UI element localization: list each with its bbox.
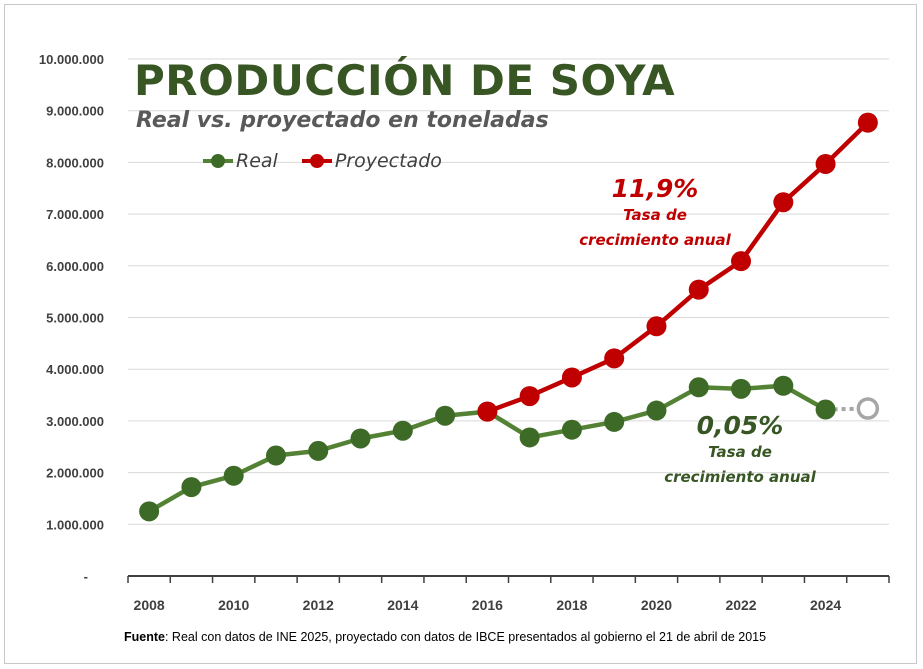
data-point-proyectado — [857, 112, 878, 133]
data-point-real — [265, 445, 286, 466]
annotation-real-label-1: Tasa de — [708, 443, 772, 461]
annotation-real-label-2: crecimiento anual — [664, 468, 816, 486]
series-line-proyectado — [486, 120, 870, 414]
data-point-proyectado — [646, 316, 667, 337]
chart-subtitle: Real vs. proyectado en toneladas — [136, 108, 549, 133]
data-point-real — [392, 420, 413, 441]
data-point-real — [604, 411, 625, 432]
data-point-proyectado — [519, 386, 540, 407]
legend-label-proyectado: Proyectado — [334, 150, 442, 172]
data-point-proyectado — [815, 153, 836, 174]
legend-label-real: Real — [236, 150, 278, 172]
data-point-proyectado — [773, 192, 794, 213]
x-tick-label: 2018 — [556, 597, 587, 613]
data-point-real — [646, 400, 667, 421]
extrapolated-point — [856, 397, 880, 420]
y-tick-label: 2.000.000 — [46, 466, 104, 481]
data-point-proyectado — [477, 401, 498, 422]
y-tick-label: 6.000.000 — [46, 259, 104, 274]
data-point-real — [731, 378, 752, 399]
data-point-proyectado — [688, 279, 709, 300]
annotation-projected-growth: 11,9% Tasa de crecimiento anual — [560, 174, 750, 253]
x-tick-label: 2022 — [725, 597, 756, 613]
legend-swatch-real — [203, 154, 233, 168]
y-tick-label: 3.000.000 — [46, 414, 104, 429]
data-point-real — [350, 428, 371, 449]
data-point-real — [223, 465, 244, 486]
x-tick-label: 2016 — [472, 597, 503, 613]
y-tick-label: 5.000.000 — [46, 311, 104, 326]
y-tick-label: 8.000.000 — [46, 155, 104, 170]
annotation-real-rate: 0,05% — [696, 411, 784, 440]
data-point-real — [181, 477, 202, 498]
source-note: Fuente: Real con datos de INE 2025, proy… — [124, 630, 766, 644]
data-point-real — [435, 405, 456, 426]
chart-frame — [4, 4, 917, 664]
legend-item-real: Real — [203, 150, 278, 172]
data-point-real — [815, 399, 836, 420]
data-point-proyectado — [561, 367, 582, 388]
data-point-real — [561, 419, 582, 440]
data-point-real — [308, 440, 329, 461]
legend-swatch-proyectado — [301, 154, 332, 168]
data-point-real — [773, 375, 794, 396]
data-point-real — [519, 427, 540, 448]
y-tick-label: 1.000.000 — [46, 517, 104, 532]
x-tick-label: 2008 — [134, 597, 165, 613]
source-label: Fuente — [124, 630, 165, 644]
data-point-proyectado — [731, 251, 752, 272]
x-tick-label: 2012 — [303, 597, 334, 613]
x-tick-label: 2020 — [641, 597, 672, 613]
legend-item-proyectado: Proyectado — [301, 150, 442, 172]
x-tick-label: 2010 — [218, 597, 249, 613]
y-tick-label: 10.000.000 — [39, 52, 104, 67]
data-point-real — [139, 501, 160, 522]
y-tick-label: 7.000.000 — [46, 207, 104, 222]
chart-legend: Real Proyectado — [203, 150, 442, 172]
data-point-real — [688, 377, 709, 398]
y-tick-label: 9.000.000 — [46, 104, 104, 119]
annotation-real-growth: 0,05% Tasa de crecimiento anual — [640, 411, 840, 490]
chart-title: PRODUCCIÓN DE SOYA — [134, 56, 676, 105]
source-text: : Real con datos de INE 2025, proyectado… — [164, 630, 767, 644]
y-tick-label: 4.000.000 — [46, 362, 104, 377]
annotation-projected-label-2: crecimiento anual — [579, 231, 731, 249]
annotation-projected-label-1: Tasa de — [623, 206, 687, 224]
x-tick-label: 2024 — [810, 597, 841, 613]
annotation-projected-rate: 11,9% — [611, 174, 699, 203]
y-tick-label: - — [84, 569, 88, 584]
data-point-proyectado — [604, 348, 625, 369]
x-tick-label: 2014 — [387, 597, 418, 613]
